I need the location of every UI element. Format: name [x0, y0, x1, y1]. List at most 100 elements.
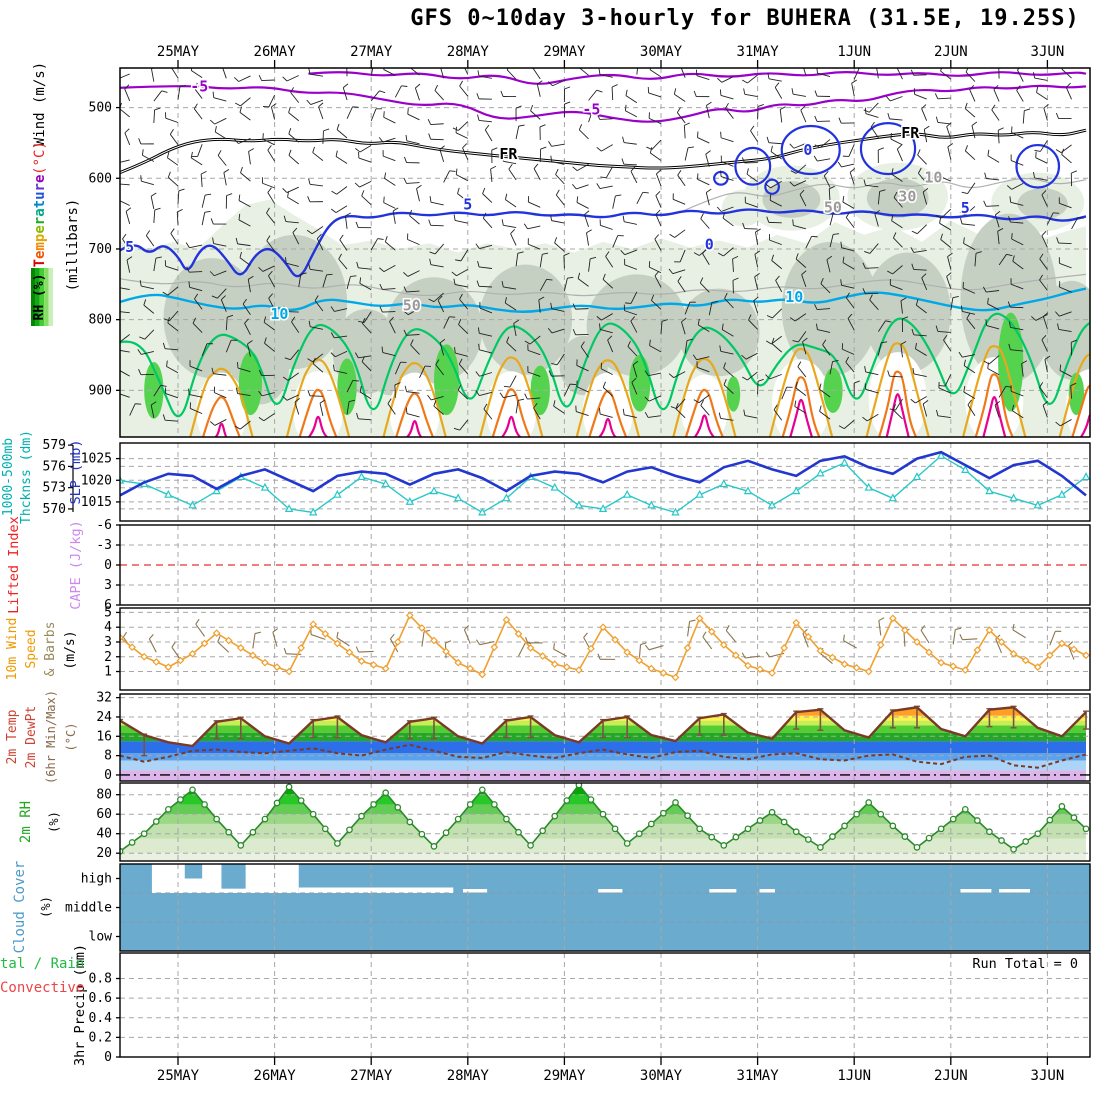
svg-text:Run Total = 0: Run Total = 0	[972, 956, 1078, 972]
svg-text:10: 10	[785, 288, 803, 306]
svg-text:Cloud Cover: Cloud Cover	[12, 861, 28, 954]
svg-text:27MAY: 27MAY	[350, 44, 393, 60]
svg-text:25MAY: 25MAY	[157, 1068, 200, 1084]
svg-text:Wind (m/s): Wind (m/s)	[32, 62, 48, 146]
svg-text:29MAY: 29MAY	[543, 44, 586, 60]
svg-text:Convective: Convective	[0, 980, 84, 996]
svg-text:SLP (mb): SLP (mb)	[68, 439, 84, 504]
svg-text:low: low	[89, 930, 113, 945]
svg-text:576: 576	[43, 459, 66, 474]
svg-text:Speed: Speed	[24, 629, 39, 668]
svg-text:25MAY: 25MAY	[157, 44, 200, 60]
svg-text:573: 573	[43, 481, 66, 496]
temperature-rainbow-label: Temperature	[32, 175, 48, 268]
svg-text:27MAY: 27MAY	[350, 1068, 393, 1084]
svg-text:1015: 1015	[81, 495, 112, 510]
svg-text:(6hr Min/Max): (6hr Min/Max)	[44, 690, 58, 784]
svg-text:28MAY: 28MAY	[447, 44, 490, 60]
svg-text:(%): (%)	[47, 811, 61, 833]
svg-text:(°C): (°C)	[64, 723, 78, 752]
svg-text:& Barbs: & Barbs	[43, 622, 58, 677]
svg-text:500: 500	[89, 101, 112, 116]
svg-text:Lifted Index: Lifted Index	[6, 516, 22, 614]
svg-text:high: high	[81, 872, 112, 887]
svg-text:60: 60	[96, 807, 112, 822]
svg-text:1025: 1025	[81, 452, 112, 467]
svg-text:tal / Rain: tal / Rain	[0, 956, 84, 972]
svg-text:31MAY: 31MAY	[737, 44, 780, 60]
svg-text:28MAY: 28MAY	[447, 1068, 490, 1084]
svg-text:24: 24	[96, 710, 112, 725]
svg-text:3hr Precip (mm): 3hr Precip (mm)	[72, 944, 88, 1066]
svg-text:0.8: 0.8	[89, 972, 112, 987]
panel-thickness-slp	[120, 443, 1090, 521]
svg-text:0.4: 0.4	[89, 1011, 113, 1026]
svg-text:0: 0	[705, 236, 714, 254]
svg-text:26MAY: 26MAY	[254, 44, 297, 60]
svg-text:2JUN: 2JUN	[934, 44, 968, 60]
svg-text:2m DewPt: 2m DewPt	[24, 706, 39, 769]
svg-text:3: 3	[104, 578, 112, 593]
svg-text:0: 0	[803, 141, 812, 159]
svg-text:50: 50	[403, 297, 421, 315]
svg-text:16: 16	[96, 729, 112, 744]
svg-text:(millibars): (millibars)	[65, 199, 81, 292]
svg-text:6: 6	[104, 598, 112, 613]
svg-text:0.2: 0.2	[89, 1030, 112, 1045]
svg-text:CAPE (J/kg): CAPE (J/kg)	[68, 520, 84, 609]
svg-text:2m Temp: 2m Temp	[5, 709, 20, 764]
svg-text:1JUN: 1JUN	[837, 44, 871, 60]
svg-text:700: 700	[89, 242, 112, 257]
svg-text:30: 30	[898, 188, 916, 206]
panel-2m-temp	[120, 694, 1090, 781]
svg-text:0: 0	[104, 558, 112, 573]
svg-text:-3: -3	[96, 538, 112, 553]
svg-text:(%): (%)	[39, 896, 53, 918]
svg-text:80: 80	[96, 788, 112, 803]
svg-text:1: 1	[104, 665, 112, 680]
svg-text:2m RH: 2m RH	[18, 801, 34, 843]
svg-text:800: 800	[89, 313, 112, 328]
svg-text:32: 32	[96, 691, 112, 706]
svg-text:3JUN: 3JUN	[1031, 1068, 1065, 1084]
svg-text:8: 8	[104, 749, 112, 764]
svg-text:3: 3	[104, 635, 112, 650]
panel-lifted-index-cape	[120, 525, 1090, 605]
svg-text:10: 10	[270, 305, 288, 323]
svg-text:10: 10	[924, 169, 942, 187]
svg-text:29MAY: 29MAY	[543, 1068, 586, 1084]
panel-10m-wind	[120, 608, 1090, 690]
svg-text:600: 600	[89, 171, 112, 186]
svg-text:5: 5	[463, 195, 472, 213]
svg-text:40: 40	[96, 827, 112, 842]
svg-text:0.6: 0.6	[89, 991, 112, 1006]
svg-text:570: 570	[43, 502, 66, 517]
panel-2m-rh	[120, 783, 1090, 861]
svg-text:579: 579	[43, 438, 66, 453]
panel-precip: Run Total = 0	[120, 953, 1090, 1057]
svg-text:middle: middle	[65, 901, 112, 916]
svg-text:(m/s): (m/s)	[63, 630, 78, 669]
svg-text:FR: FR	[901, 124, 920, 142]
svg-text:(°C): (°C)	[32, 141, 48, 175]
svg-text:2: 2	[104, 650, 112, 665]
svg-text:30MAY: 30MAY	[640, 44, 683, 60]
svg-text:10m Wind: 10m Wind	[5, 618, 20, 681]
svg-text:30MAY: 30MAY	[640, 1068, 683, 1084]
svg-text:FR: FR	[499, 145, 518, 163]
svg-text:5: 5	[125, 238, 134, 256]
svg-text:50: 50	[824, 198, 842, 216]
svg-text:2JUN: 2JUN	[934, 1068, 968, 1084]
svg-text:1020: 1020	[81, 473, 112, 488]
svg-text:4: 4	[104, 620, 112, 635]
svg-text:20: 20	[96, 846, 112, 861]
svg-text:1000-500mb: 1000-500mb	[1, 438, 16, 516]
svg-text:5: 5	[961, 199, 970, 217]
panel-cloud-cover	[120, 864, 1090, 951]
svg-text:-5: -5	[582, 101, 600, 119]
svg-text:900: 900	[89, 383, 112, 398]
svg-text:3JUN: 3JUN	[1031, 44, 1065, 60]
